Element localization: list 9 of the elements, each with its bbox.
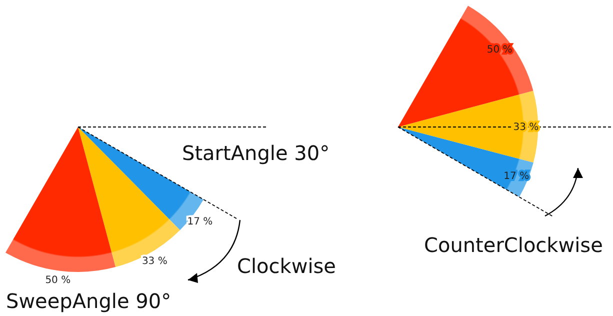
data-label: 17 % (504, 171, 530, 182)
data-label: 17 % (187, 216, 213, 228)
text: SweepAngle 90° (6, 289, 172, 313)
data-label: 50 % (45, 275, 71, 286)
text: CounterClockwise (424, 233, 603, 257)
text: StartAngle 30° (182, 141, 330, 165)
data-label: 33 % (142, 256, 168, 268)
text: Clockwise (237, 254, 336, 278)
data-label: 50 % (486, 44, 512, 56)
